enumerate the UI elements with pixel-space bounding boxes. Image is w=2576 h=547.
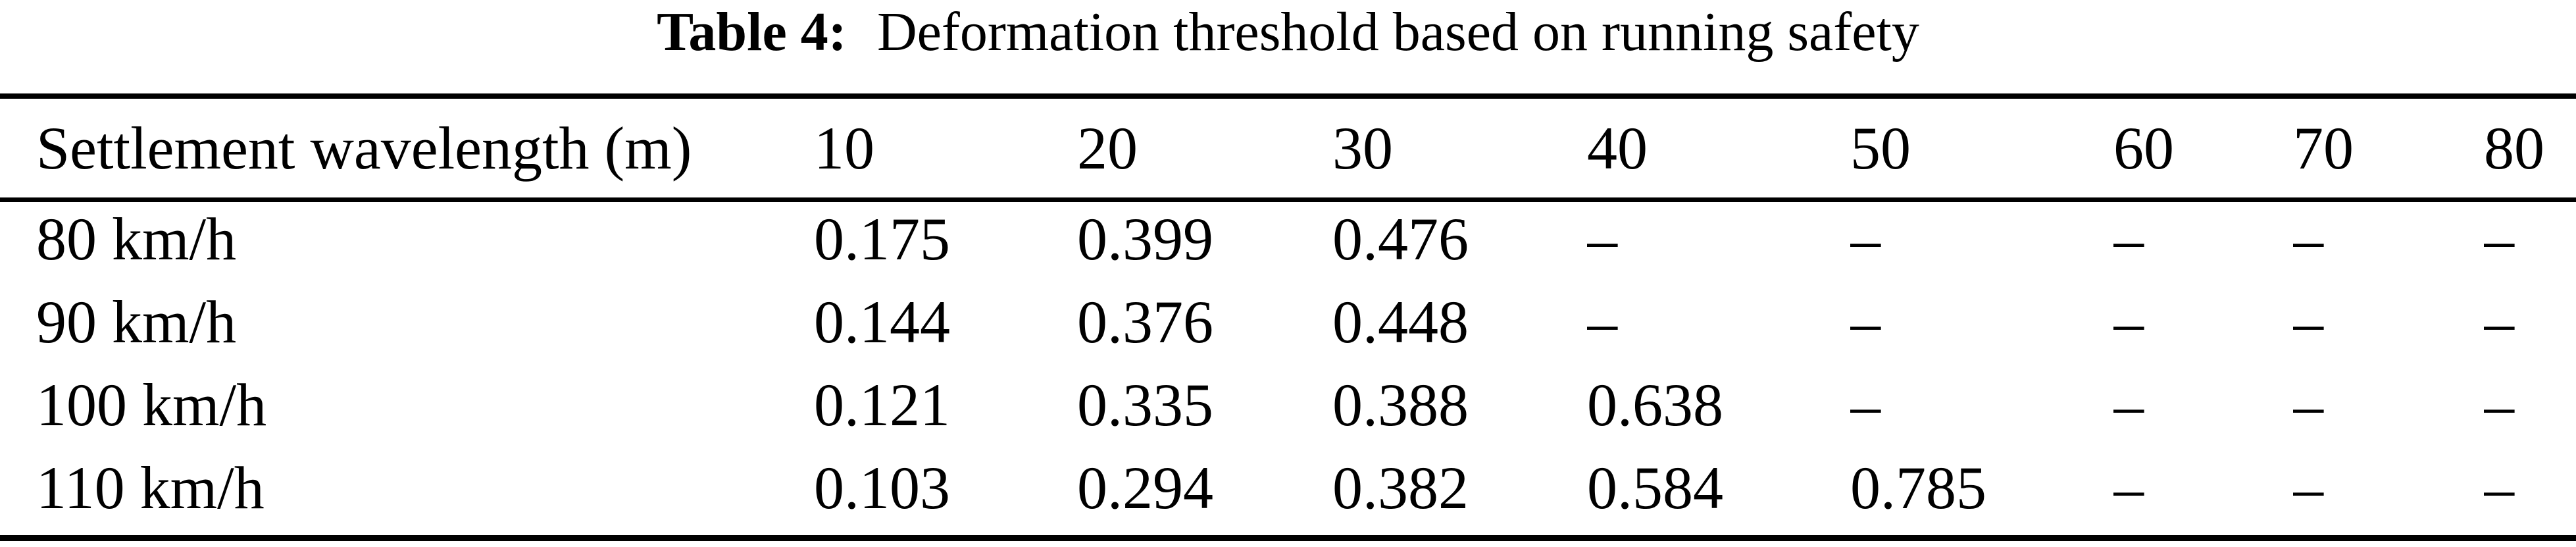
table-cell: – bbox=[2484, 371, 2514, 438]
table-cell: – bbox=[2113, 205, 2144, 273]
table-caption: Table 4: Deformation threshold based on … bbox=[0, 0, 2576, 93]
table-cell: 0.476 bbox=[1332, 205, 1469, 273]
column-header-30: 30 bbox=[1332, 115, 1393, 182]
table-cell: – bbox=[2293, 205, 2323, 273]
table-cell: 0.376 bbox=[1077, 288, 1213, 355]
table-cell: – bbox=[2293, 371, 2323, 438]
table-cell: 0.399 bbox=[1077, 205, 1213, 273]
table-cell: 0.103 bbox=[814, 454, 950, 521]
table-cell: 0.448 bbox=[1332, 288, 1469, 355]
table-cell: – bbox=[1587, 205, 1617, 273]
header-row: Settlement wavelength (m) 10 20 30 40 50… bbox=[0, 99, 2576, 197]
column-header-60: 60 bbox=[2113, 115, 2174, 182]
table-cell: 0.144 bbox=[814, 288, 950, 355]
row-label-100kmh: 100 km/h bbox=[36, 371, 267, 438]
table-cell: 0.382 bbox=[1332, 454, 1469, 521]
table-cell: – bbox=[1850, 205, 1881, 273]
table-caption-text: Deformation threshold based on running s… bbox=[876, 1, 1919, 63]
table-cell: – bbox=[2293, 288, 2323, 355]
table-top-rule bbox=[0, 93, 2576, 99]
column-header-20: 20 bbox=[1077, 115, 1138, 182]
table-cell: – bbox=[2484, 454, 2514, 521]
table-cell: – bbox=[2484, 288, 2514, 355]
row-label-90kmh: 90 km/h bbox=[36, 288, 237, 355]
table-cell: 0.785 bbox=[1850, 454, 1986, 521]
table-cell: – bbox=[2113, 371, 2144, 438]
table-cell: 0.388 bbox=[1332, 371, 1469, 438]
table-row-110kmh: 110 km/h 0.103 0.294 0.382 0.584 0.785 –… bbox=[0, 446, 2576, 529]
table-cell: 0.121 bbox=[814, 371, 950, 438]
column-header-settlement-wavelength: Settlement wavelength (m) bbox=[36, 115, 692, 182]
table-cell: – bbox=[1850, 288, 1881, 355]
table-cell: 0.175 bbox=[814, 205, 950, 273]
table-cell: 0.584 bbox=[1587, 454, 1723, 521]
table-bottom-rule bbox=[0, 535, 2576, 541]
table-row-80kmh: 80 km/h 0.175 0.399 0.476 – – – – – bbox=[0, 197, 2576, 280]
table-cell: – bbox=[2113, 288, 2144, 355]
column-header-50: 50 bbox=[1850, 115, 1911, 182]
table-cell: 0.638 bbox=[1587, 371, 1723, 438]
table-cell: 0.294 bbox=[1077, 454, 1213, 521]
row-label-110kmh: 110 km/h bbox=[36, 454, 265, 521]
table-cell: – bbox=[2484, 205, 2514, 273]
table-row-100kmh: 100 km/h 0.121 0.335 0.388 0.638 – – – – bbox=[0, 363, 2576, 446]
table-cell: – bbox=[2293, 454, 2323, 521]
table-row-90kmh: 90 km/h 0.144 0.376 0.448 – – – – – bbox=[0, 280, 2576, 363]
table-cell: – bbox=[1587, 288, 1617, 355]
table-header-rule bbox=[0, 197, 2576, 202]
table-cell: – bbox=[2113, 454, 2144, 521]
column-header-70: 70 bbox=[2293, 115, 2354, 182]
table-cell: – bbox=[1850, 371, 1881, 438]
column-header-80: 80 bbox=[2484, 115, 2544, 182]
row-label-80kmh: 80 km/h bbox=[36, 205, 237, 273]
table-caption-label: Table 4: bbox=[657, 1, 847, 63]
table-cell: 0.335 bbox=[1077, 371, 1213, 438]
column-header-10: 10 bbox=[814, 115, 874, 182]
column-header-40: 40 bbox=[1587, 115, 1648, 182]
deformation-threshold-table: Settlement wavelength (m) 10 20 30 40 50… bbox=[0, 99, 2576, 529]
